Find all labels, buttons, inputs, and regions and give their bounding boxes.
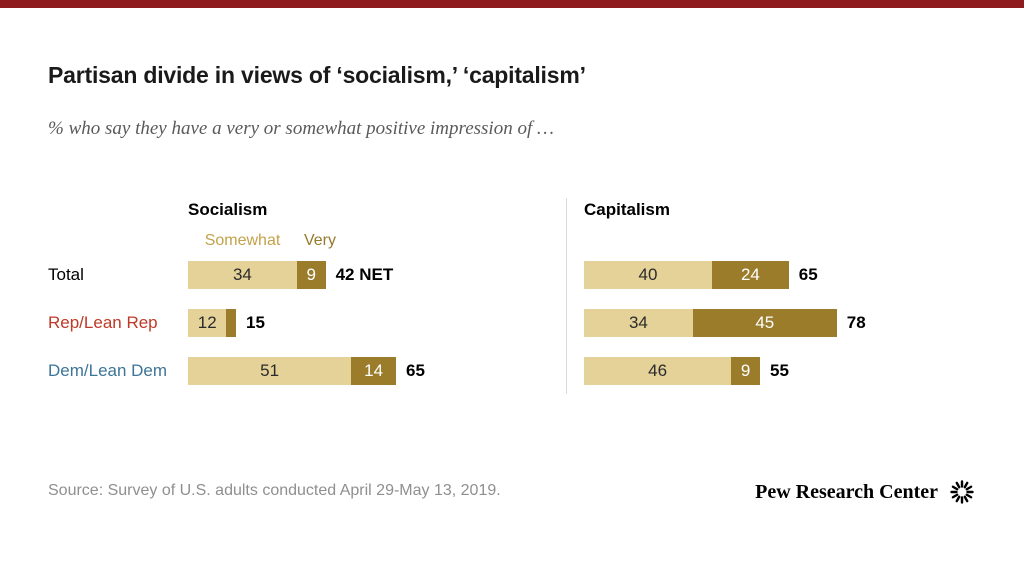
chart-subtitle: % who say they have a very or somewhat p…	[48, 118, 554, 139]
net-value-label: 78	[846, 313, 866, 332]
bar-row-socialism-0: 34 9 42 NET	[188, 261, 393, 289]
bar-row-capitalism-1: 34 45 78	[584, 309, 866, 337]
panel-title-capitalism: Capitalism	[584, 200, 670, 219]
row-label-dem-lean-dem: Dem/Lean Dem	[48, 361, 168, 380]
bar-row-socialism-2: 51 14 65	[188, 357, 425, 385]
legend-very-label: Very	[303, 232, 336, 249]
net-value-label: 42 NET	[335, 265, 394, 284]
bar-segment-somewhat: 40	[584, 261, 712, 289]
bar-row-capitalism-2: 46 9 55	[584, 357, 789, 385]
bar-segment-very: 9	[731, 357, 760, 385]
bar-segment-very: 24	[712, 261, 789, 289]
bar-segment-very: 14	[351, 357, 396, 385]
brand-name: Pew Research Center	[755, 480, 938, 503]
bar-row-socialism-1: 12 15	[188, 309, 265, 337]
net-value-label: 15	[245, 313, 265, 332]
bar-segment-somewhat: 12	[188, 309, 227, 337]
top-accent-bar	[0, 0, 1024, 8]
net-value-label: 55	[769, 361, 789, 380]
bar-segment-somewhat: 46	[584, 357, 732, 385]
source-note: Source: Survey of U.S. adults conducted …	[48, 482, 501, 499]
panel-divider	[566, 198, 567, 394]
bar-segment-very	[226, 309, 236, 337]
brand: Pew Research Center	[755, 478, 976, 506]
bar-row-capitalism-0: 40 24 65	[584, 261, 818, 289]
legend-somewhat-label: Somewhat	[204, 232, 281, 249]
legend: Somewhat Very	[188, 232, 408, 252]
bar-segment-somewhat: 34	[188, 261, 297, 289]
bar-segment-very: 9	[296, 261, 326, 289]
chart-title: Partisan divide in views of ‘socialism,’…	[48, 62, 586, 88]
pew-logo-icon	[950, 480, 974, 504]
net-value-label: 65	[798, 265, 818, 284]
bar-segment-somewhat: 34	[584, 309, 693, 337]
bar-segment-somewhat: 51	[188, 357, 352, 385]
row-label-rep-lean-rep: Rep/Lean Rep	[48, 313, 158, 332]
bar-segment-very: 45	[692, 309, 837, 337]
row-label-total: Total	[48, 265, 84, 284]
net-value-label: 65	[405, 361, 425, 380]
panel-title-socialism: Socialism	[188, 200, 268, 219]
